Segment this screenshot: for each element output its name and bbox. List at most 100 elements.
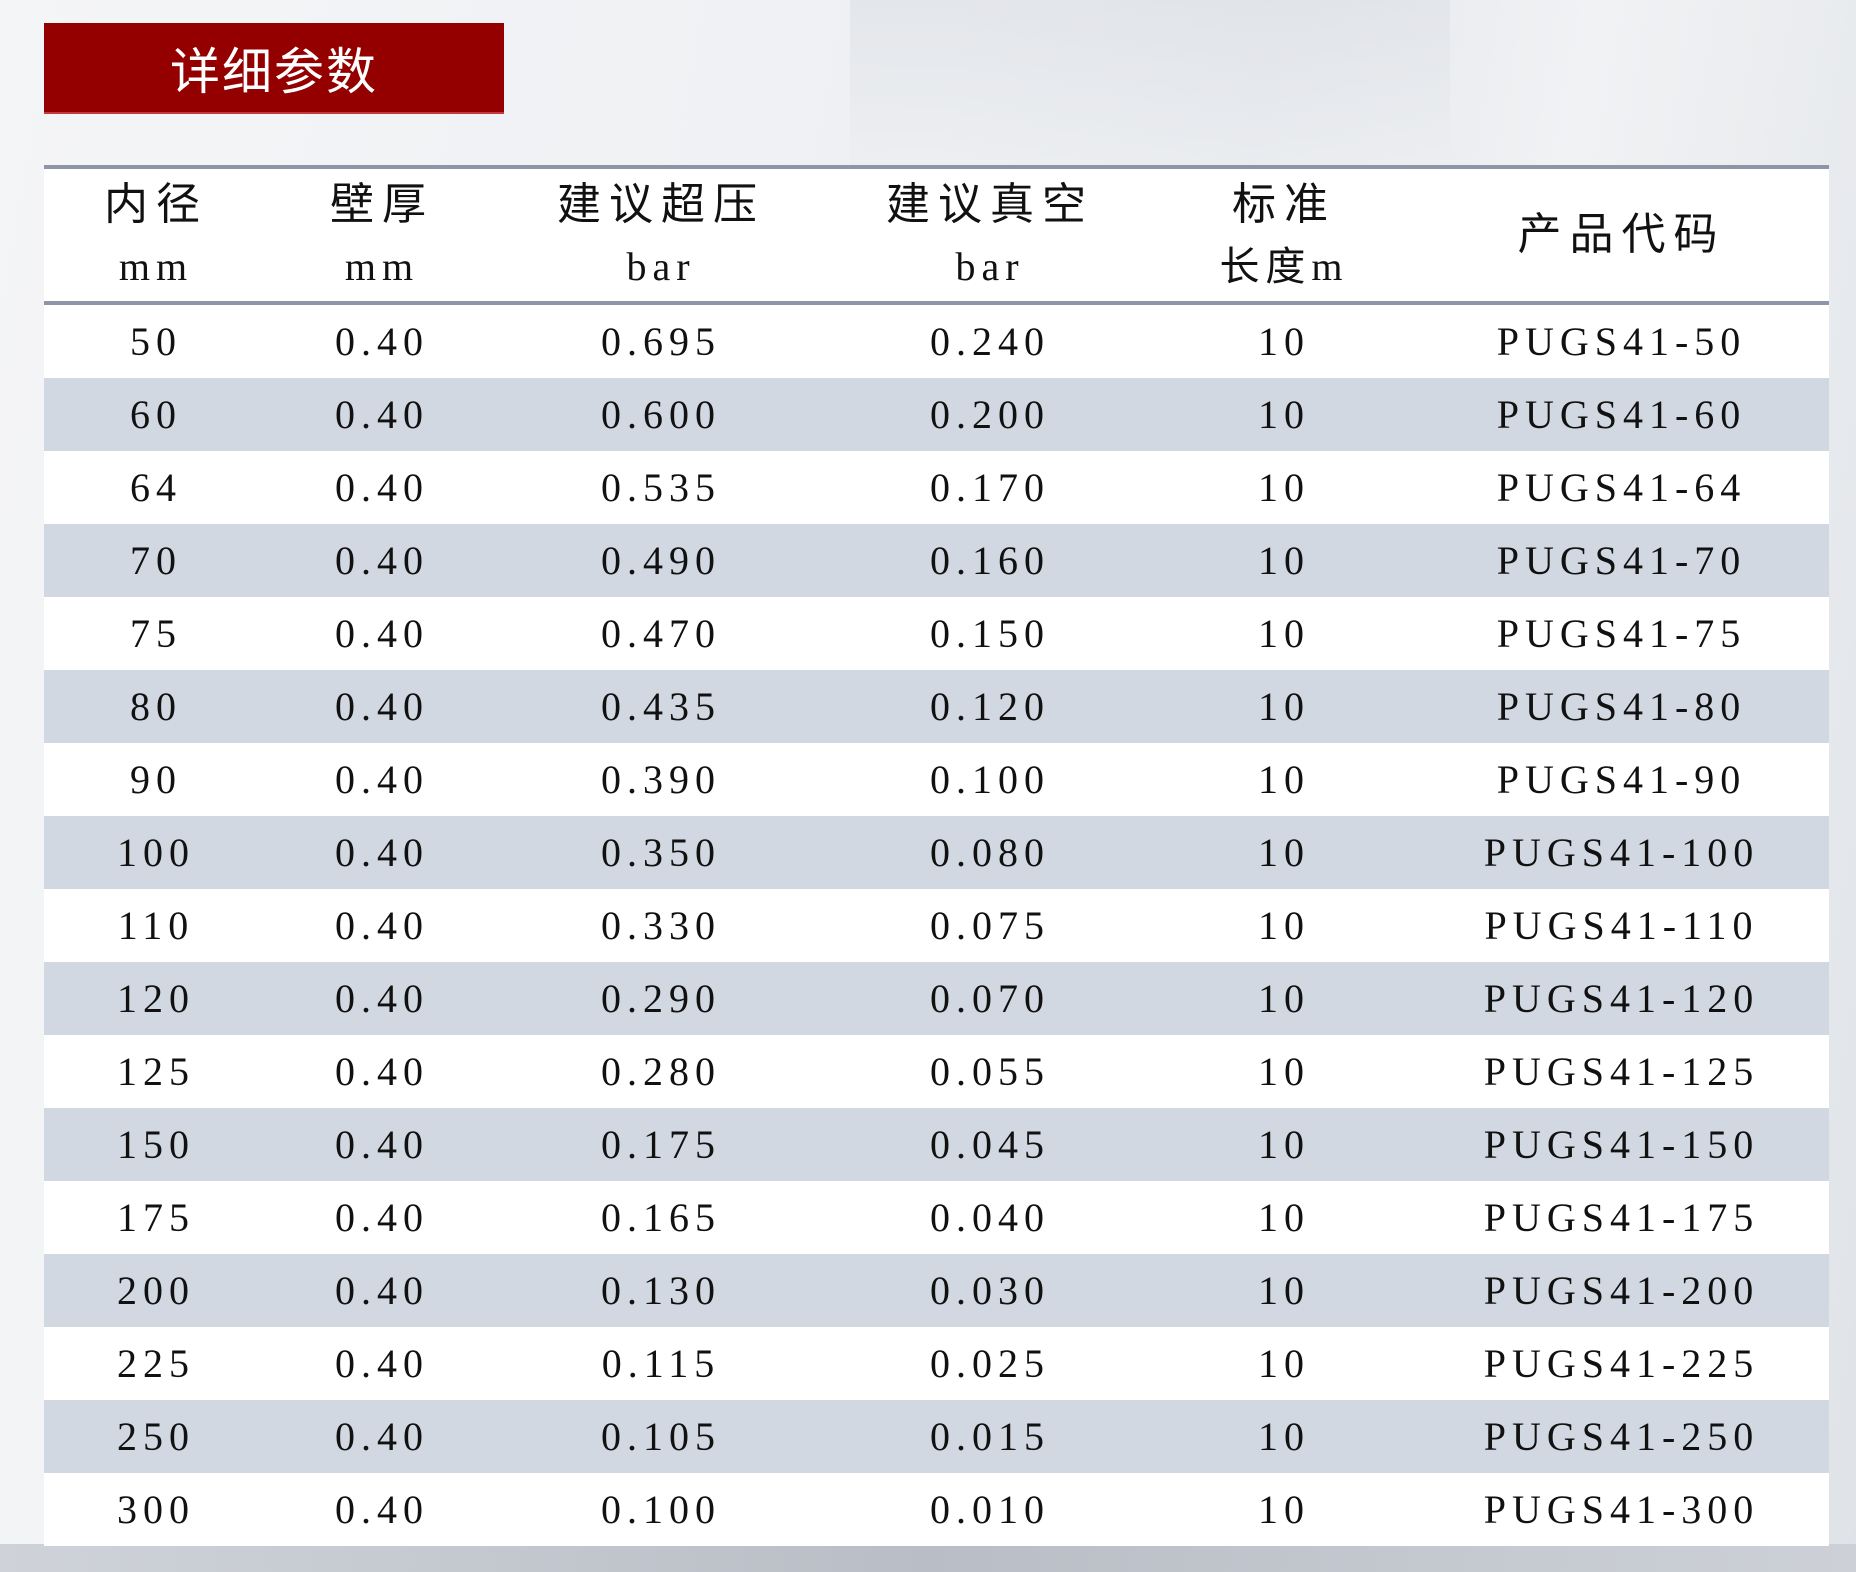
cell-suggested-vacuum: 0.120 (930, 684, 1050, 729)
cell-wall-thickness: 0.40 (335, 976, 429, 1021)
table-row: 50 0.40 0.695 0.240 10 PUGS41-50 (44, 305, 1829, 378)
background-building (850, 0, 1450, 170)
cell-suggested-vacuum: 0.170 (930, 465, 1050, 510)
cell-suggested-overpressure: 0.100 (601, 1487, 721, 1532)
header-label: 标准 (1232, 180, 1336, 229)
cell-inner-diameter: 150 (117, 1122, 195, 1167)
cell-inner-diameter: 250 (117, 1414, 195, 1459)
cell-inner-diameter: 90 (130, 757, 182, 802)
cell-product-code: PUGS41-64 (1496, 465, 1747, 510)
cell-suggested-vacuum: 0.100 (930, 757, 1050, 802)
cell-wall-thickness: 0.40 (335, 830, 429, 875)
cell-product-code: PUGS41-50 (1496, 319, 1747, 364)
background-strip (0, 1544, 1856, 1572)
cell-suggested-overpressure: 0.330 (601, 903, 721, 948)
cell-inner-diameter: 125 (117, 1049, 195, 1094)
cell-standard-length: 10 (1258, 903, 1310, 948)
table-row: 125 0.40 0.280 0.055 10 PUGS41-125 (44, 1035, 1829, 1108)
cell-inner-diameter: 175 (117, 1195, 195, 1240)
cell-inner-diameter: 70 (130, 538, 182, 583)
cell-standard-length: 10 (1258, 1049, 1310, 1094)
cell-suggested-vacuum: 0.150 (930, 611, 1050, 656)
table-row: 150 0.40 0.175 0.045 10 PUGS41-150 (44, 1108, 1829, 1181)
cell-standard-length: 10 (1258, 465, 1310, 510)
table-row: 60 0.40 0.600 0.200 10 PUGS41-60 (44, 378, 1829, 451)
cell-suggested-vacuum: 0.030 (930, 1268, 1050, 1313)
cell-inner-diameter: 120 (117, 976, 195, 1021)
cell-suggested-overpressure: 0.435 (601, 684, 721, 729)
cell-suggested-overpressure: 0.280 (601, 1049, 721, 1094)
cell-product-code: PUGS41-90 (1496, 757, 1747, 802)
cell-standard-length: 10 (1258, 757, 1310, 802)
cell-inner-diameter: 64 (130, 465, 182, 510)
cell-suggested-vacuum: 0.240 (930, 319, 1050, 364)
cell-wall-thickness: 0.40 (335, 757, 429, 802)
cell-standard-length: 10 (1258, 611, 1310, 656)
cell-suggested-vacuum: 0.075 (930, 903, 1050, 948)
table-row: 90 0.40 0.390 0.100 10 PUGS41-90 (44, 743, 1829, 816)
cell-wall-thickness: 0.40 (335, 1049, 429, 1094)
cell-suggested-vacuum: 0.160 (930, 538, 1050, 583)
header-label: 壁厚 (330, 180, 434, 229)
cell-suggested-overpressure: 0.600 (601, 392, 721, 437)
header-suggested-vacuum: 建议真空 bar (826, 169, 1154, 301)
header-label: 内径 (104, 180, 208, 229)
cell-wall-thickness: 0.40 (335, 538, 429, 583)
table-row: 75 0.40 0.470 0.150 10 PUGS41-75 (44, 597, 1829, 670)
cell-suggested-overpressure: 0.165 (601, 1195, 721, 1240)
cell-product-code: PUGS41-250 (1483, 1414, 1760, 1459)
cell-product-code: PUGS41-120 (1483, 976, 1760, 1021)
cell-standard-length: 10 (1258, 319, 1310, 364)
cell-suggested-overpressure: 0.490 (601, 538, 721, 583)
cell-product-code: PUGS41-60 (1496, 392, 1747, 437)
cell-product-code: PUGS41-300 (1483, 1487, 1760, 1532)
cell-suggested-overpressure: 0.130 (601, 1268, 721, 1313)
header-label: 产品代码 (1517, 210, 1726, 259)
table-row: 200 0.40 0.130 0.030 10 PUGS41-200 (44, 1254, 1829, 1327)
cell-inner-diameter: 75 (130, 611, 182, 656)
cell-suggested-vacuum: 0.080 (930, 830, 1050, 875)
cell-wall-thickness: 0.40 (335, 1268, 429, 1313)
cell-inner-diameter: 110 (117, 903, 195, 948)
cell-suggested-overpressure: 0.350 (601, 830, 721, 875)
cell-suggested-vacuum: 0.025 (930, 1341, 1050, 1386)
cell-wall-thickness: 0.40 (335, 465, 429, 510)
cell-standard-length: 10 (1258, 1268, 1310, 1313)
cell-wall-thickness: 0.40 (335, 1341, 429, 1386)
table-row: 300 0.40 0.100 0.010 10 PUGS41-300 (44, 1473, 1829, 1546)
cell-product-code: PUGS41-80 (1496, 684, 1747, 729)
cell-suggested-vacuum: 0.200 (930, 392, 1050, 437)
cell-wall-thickness: 0.40 (335, 1122, 429, 1167)
cell-inner-diameter: 80 (130, 684, 182, 729)
cell-standard-length: 10 (1258, 1122, 1310, 1167)
cell-suggested-overpressure: 0.470 (601, 611, 721, 656)
header-unit: 长度m (1219, 244, 1349, 289)
cell-product-code: PUGS41-125 (1483, 1049, 1760, 1094)
cell-inner-diameter: 225 (117, 1341, 195, 1386)
cell-wall-thickness: 0.40 (335, 611, 429, 656)
header-standard-length: 标准长度m (1154, 169, 1414, 301)
header-unit: mm (344, 244, 420, 289)
cell-suggested-overpressure: 0.390 (601, 757, 721, 802)
cell-wall-thickness: 0.40 (335, 1414, 429, 1459)
cell-wall-thickness: 0.40 (335, 319, 429, 364)
cell-inner-diameter: 100 (117, 830, 195, 875)
cell-suggested-overpressure: 0.290 (601, 976, 721, 1021)
section-title: 详细参数 (170, 43, 378, 100)
table-row: 175 0.40 0.165 0.040 10 PUGS41-175 (44, 1181, 1829, 1254)
cell-product-code: PUGS41-225 (1483, 1341, 1760, 1386)
table-row: 100 0.40 0.350 0.080 10 PUGS41-100 (44, 816, 1829, 889)
cell-wall-thickness: 0.40 (335, 392, 429, 437)
cell-inner-diameter: 200 (117, 1268, 195, 1313)
cell-suggested-overpressure: 0.535 (601, 465, 721, 510)
cell-suggested-overpressure: 0.115 (601, 1341, 721, 1386)
cell-standard-length: 10 (1258, 392, 1310, 437)
table-row: 110 0.40 0.330 0.075 10 PUGS41-110 (44, 889, 1829, 962)
cell-standard-length: 10 (1258, 684, 1310, 729)
cell-inner-diameter: 50 (130, 319, 182, 364)
cell-product-code: PUGS41-100 (1483, 830, 1760, 875)
header-inner-diameter: 内径 mm (44, 169, 268, 301)
cell-suggested-vacuum: 0.055 (930, 1049, 1050, 1094)
cell-inner-diameter: 300 (117, 1487, 195, 1532)
table-body: 50 0.40 0.695 0.240 10 PUGS41-50 60 0.40 0.600 0.… (44, 305, 1829, 1546)
